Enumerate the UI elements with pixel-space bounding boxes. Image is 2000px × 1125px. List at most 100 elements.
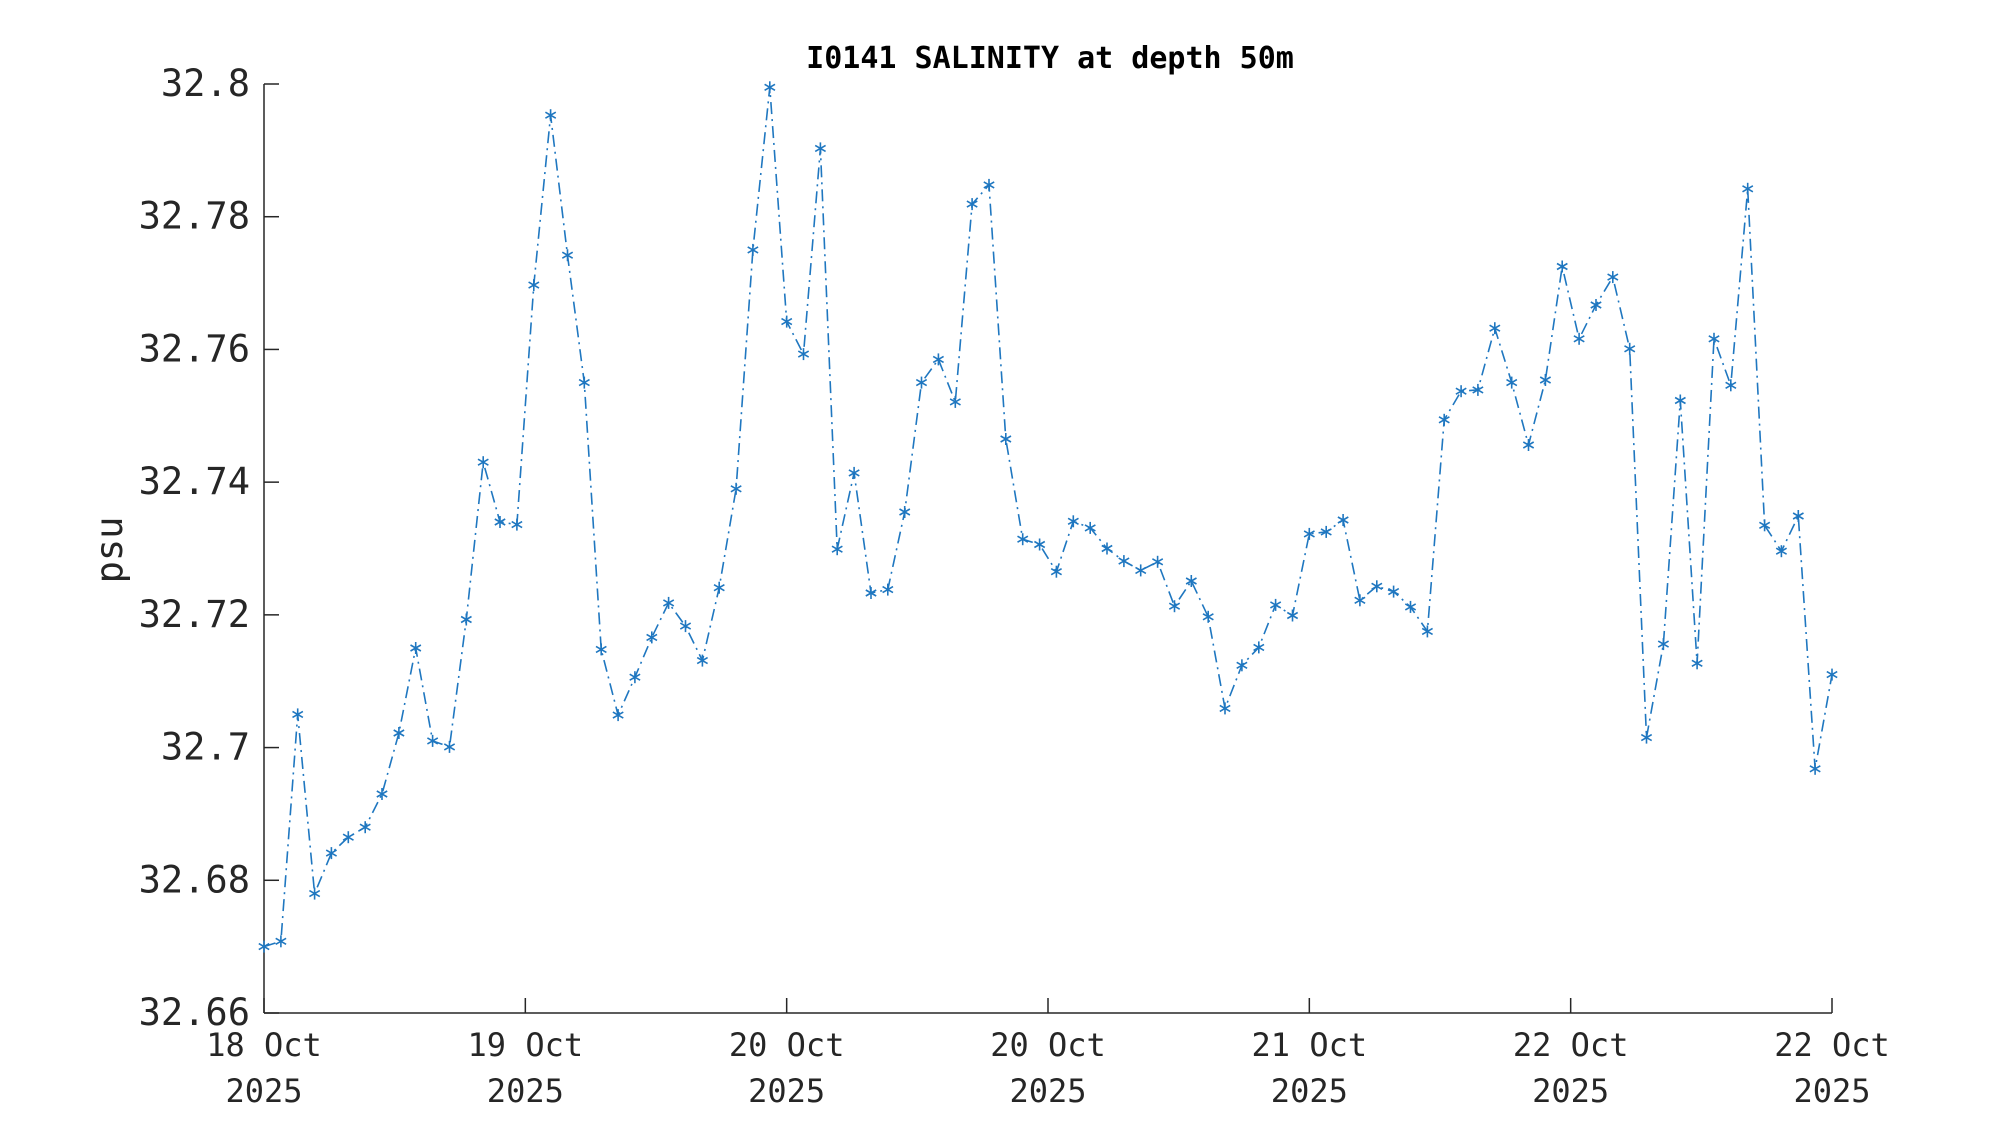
y-tick-label: 32.74 bbox=[139, 460, 250, 503]
data-point bbox=[1371, 580, 1383, 593]
data-point bbox=[578, 376, 590, 389]
y-tick-label: 32.68 bbox=[139, 858, 250, 901]
data-point bbox=[359, 821, 371, 834]
data-point bbox=[1404, 600, 1417, 613]
data-point bbox=[1809, 762, 1821, 775]
data-point bbox=[561, 249, 574, 262]
data-point bbox=[949, 395, 961, 408]
x-tick-label: 18 Oct bbox=[206, 1026, 322, 1064]
data-point bbox=[1202, 610, 1214, 623]
data-point bbox=[663, 596, 675, 609]
data-point bbox=[966, 198, 978, 211]
y-tick-label: 32.66 bbox=[139, 991, 250, 1034]
data-point bbox=[1320, 525, 1332, 538]
data-point bbox=[1168, 600, 1181, 613]
y-axis-label: psu bbox=[88, 517, 131, 584]
data-point bbox=[1152, 555, 1164, 568]
data-point bbox=[848, 466, 860, 479]
data-point bbox=[915, 376, 928, 389]
x-tick-year: 2025 bbox=[1793, 1072, 1870, 1110]
series-line bbox=[263, 87, 1833, 948]
data-point bbox=[1674, 394, 1686, 407]
x-tick-year: 2025 bbox=[1532, 1072, 1609, 1110]
data-point bbox=[309, 887, 321, 900]
data-point bbox=[1034, 538, 1046, 551]
data-point bbox=[1691, 657, 1703, 670]
data-point bbox=[1000, 433, 1012, 445]
data-point bbox=[1421, 625, 1433, 638]
data-point bbox=[1067, 515, 1079, 528]
data-point bbox=[410, 642, 422, 654]
data-point bbox=[1590, 299, 1602, 311]
data-point bbox=[1354, 594, 1366, 607]
data-point bbox=[1185, 575, 1197, 587]
data-point bbox=[1522, 439, 1535, 451]
data-point bbox=[1506, 376, 1518, 389]
data-point bbox=[427, 734, 439, 747]
data-point bbox=[325, 847, 337, 860]
data-point bbox=[511, 518, 523, 531]
y-tick-label: 32.76 bbox=[139, 327, 250, 370]
data-point bbox=[882, 583, 894, 596]
data-point bbox=[612, 709, 624, 722]
data-point bbox=[696, 654, 708, 667]
data-point bbox=[1438, 413, 1450, 426]
data-point bbox=[443, 740, 456, 753]
data-point bbox=[393, 727, 405, 739]
data-point bbox=[1657, 638, 1669, 651]
data-point bbox=[831, 543, 843, 556]
data-point bbox=[545, 109, 557, 122]
data-point bbox=[460, 613, 472, 626]
data-point bbox=[1708, 332, 1720, 345]
data-point bbox=[646, 631, 658, 644]
axes bbox=[263, 84, 1832, 1014]
data-point bbox=[1303, 527, 1315, 540]
data-point bbox=[1573, 332, 1585, 345]
y-axis-ticks: 32.66 32.68 32.7 32.72 32.74 32.76 32.78 32.8 bbox=[139, 62, 279, 1034]
y-tick-label: 32.72 bbox=[139, 593, 250, 636]
data-point bbox=[1236, 659, 1248, 672]
data-point bbox=[1084, 521, 1096, 534]
data-point bbox=[1759, 519, 1771, 532]
data-series bbox=[258, 81, 1838, 953]
x-tick-year: 2025 bbox=[748, 1072, 825, 1110]
x-tick-label: 20 Oct bbox=[990, 1026, 1106, 1064]
data-point bbox=[797, 348, 810, 361]
data-point bbox=[1775, 545, 1787, 558]
data-point bbox=[1017, 533, 1029, 546]
x-tick-label: 22 Oct bbox=[1513, 1026, 1629, 1064]
data-point bbox=[1118, 555, 1130, 568]
data-point bbox=[1624, 342, 1636, 355]
data-point bbox=[764, 81, 776, 94]
data-point bbox=[1388, 585, 1400, 598]
data-point bbox=[1455, 385, 1467, 398]
data-point bbox=[1489, 322, 1501, 335]
x-axis-ticks: 18 Oct 2025 19 Oct 2025 20 Oct 2025 20 Oct 2025… bbox=[206, 998, 1890, 1110]
data-point bbox=[1101, 542, 1113, 555]
x-tick-year: 2025 bbox=[1009, 1072, 1086, 1110]
data-point bbox=[865, 587, 877, 599]
data-point bbox=[1050, 565, 1062, 578]
data-point bbox=[1792, 510, 1804, 522]
data-point bbox=[1253, 641, 1265, 654]
data-point bbox=[1640, 731, 1653, 744]
data-point bbox=[1556, 260, 1568, 273]
data-point bbox=[1135, 564, 1147, 577]
data-point bbox=[629, 671, 641, 684]
data-point bbox=[1826, 668, 1838, 681]
data-point bbox=[713, 581, 725, 594]
data-point bbox=[983, 178, 995, 191]
x-tick-label: 22 Oct bbox=[1774, 1026, 1890, 1064]
data-point bbox=[1539, 374, 1551, 386]
data-point bbox=[899, 506, 911, 518]
data-point bbox=[1742, 182, 1754, 195]
data-point bbox=[1286, 609, 1299, 622]
data-point bbox=[814, 142, 826, 155]
data-point bbox=[1725, 379, 1737, 392]
data-point bbox=[528, 279, 540, 292]
x-tick-year: 2025 bbox=[225, 1072, 302, 1110]
x-tick-year: 2025 bbox=[1271, 1072, 1348, 1110]
data-point bbox=[292, 708, 304, 721]
data-point bbox=[1270, 598, 1282, 611]
